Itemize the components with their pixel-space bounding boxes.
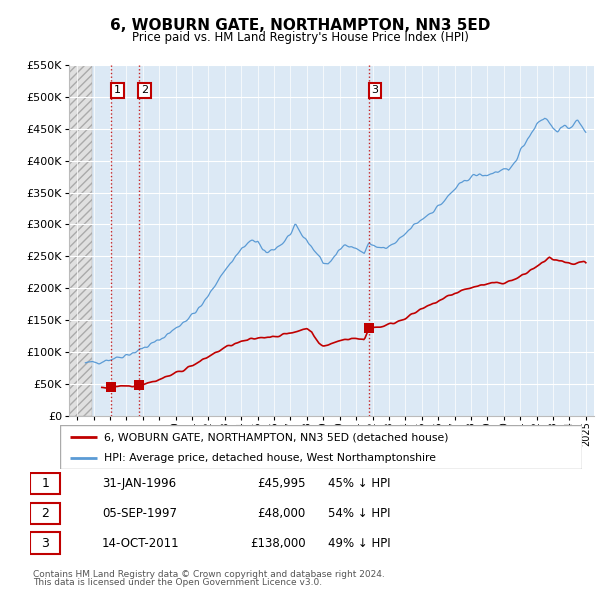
FancyBboxPatch shape [30,473,61,494]
Text: 3: 3 [371,86,379,96]
Text: 49% ↓ HPI: 49% ↓ HPI [328,536,391,549]
Bar [136,65,147,416]
Text: 6, WOBURN GATE, NORTHAMPTON, NN3 5ED (detached house): 6, WOBURN GATE, NORTHAMPTON, NN3 5ED (de… [104,432,449,442]
Text: 05-SEP-1997: 05-SEP-1997 [102,507,177,520]
Bar [365,65,377,416]
Text: This data is licensed under the Open Government Licence v3.0.: This data is licensed under the Open Gov… [33,578,322,587]
FancyBboxPatch shape [60,425,582,469]
Bar [108,65,119,416]
Text: 2: 2 [41,507,49,520]
Text: 2: 2 [141,86,148,96]
Text: 54% ↓ HPI: 54% ↓ HPI [328,507,391,520]
Text: Price paid vs. HM Land Registry's House Price Index (HPI): Price paid vs. HM Land Registry's House … [131,31,469,44]
Text: 1: 1 [41,477,49,490]
Text: 6, WOBURN GATE, NORTHAMPTON, NN3 5ED: 6, WOBURN GATE, NORTHAMPTON, NN3 5ED [110,18,490,32]
Text: 3: 3 [41,536,49,549]
Text: HPI: Average price, detached house, West Northamptonshire: HPI: Average price, detached house, West… [104,453,436,463]
FancyBboxPatch shape [30,532,61,554]
Text: 31-JAN-1996: 31-JAN-1996 [102,477,176,490]
Text: £138,000: £138,000 [250,536,306,549]
Text: 45% ↓ HPI: 45% ↓ HPI [328,477,391,490]
Text: £48,000: £48,000 [258,507,306,520]
Text: 1: 1 [114,86,121,96]
Text: £45,995: £45,995 [257,477,306,490]
Text: Contains HM Land Registry data © Crown copyright and database right 2024.: Contains HM Land Registry data © Crown c… [33,570,385,579]
Text: 14-OCT-2011: 14-OCT-2011 [102,536,179,549]
FancyBboxPatch shape [30,503,61,524]
